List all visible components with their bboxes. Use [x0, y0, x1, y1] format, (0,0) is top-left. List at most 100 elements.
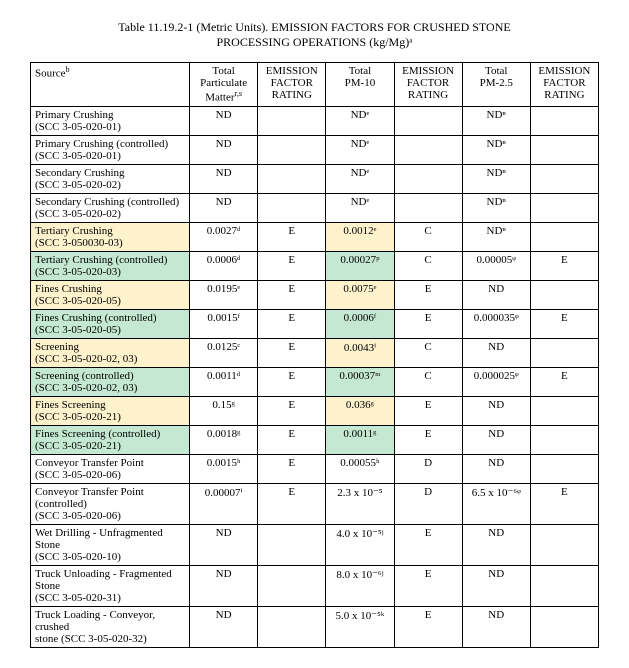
value-cell: E — [258, 251, 326, 280]
value-cell: D — [394, 454, 462, 483]
value-cell — [530, 606, 598, 647]
table-row: Secondary Crushing (controlled) (SCC 3-0… — [31, 193, 599, 222]
value-cell — [530, 338, 598, 367]
value-cell: NDᵉ — [326, 135, 394, 164]
value-cell: 0.00055ʰ — [326, 454, 394, 483]
value-cell: ND — [190, 164, 258, 193]
value-cell: 0.0011ᵍ — [326, 425, 394, 454]
value-cell: 2.3 x 10⁻⁵ — [326, 483, 394, 524]
value-cell: E — [394, 396, 462, 425]
value-cell — [530, 164, 598, 193]
table-body: Primary Crushing (SCC 3-05-020-01)NDNDᵉN… — [31, 106, 599, 647]
value-cell: NDᵉ — [326, 106, 394, 135]
value-cell — [530, 524, 598, 565]
value-cell: 0.00027ᵖ — [326, 251, 394, 280]
table-row: Truck Loading - Conveyor, crushed stone … — [31, 606, 599, 647]
value-cell — [394, 106, 462, 135]
source-cell: Fines Crushing (SCC 3-05-020-05) — [31, 280, 190, 309]
value-cell: ND — [462, 606, 530, 647]
table-row: Screening (controlled) (SCC 3-05-020-02,… — [31, 367, 599, 396]
table-row: Fines Crushing (SCC 3-05-020-05)0.0195ᵉE… — [31, 280, 599, 309]
value-cell: ND — [190, 524, 258, 565]
value-cell: ND — [190, 565, 258, 606]
value-cell: 0.0075ᵉ — [326, 280, 394, 309]
value-cell: 0.0011ᵈ — [190, 367, 258, 396]
value-cell: 5.0 x 10⁻⁵ᵏ — [326, 606, 394, 647]
value-cell: ND — [462, 396, 530, 425]
value-cell: ND — [190, 106, 258, 135]
value-cell: E — [530, 367, 598, 396]
source-cell: Conveyor Transfer Point (SCC 3-05-020-06… — [31, 454, 190, 483]
value-cell: 0.0195ᵉ — [190, 280, 258, 309]
value-cell: E — [258, 367, 326, 396]
value-cell: E — [394, 524, 462, 565]
table-row: Wet Drilling - Unfragmented Stone (SCC 3… — [31, 524, 599, 565]
value-cell: 0.000025ᵠ — [462, 367, 530, 396]
value-cell — [530, 280, 598, 309]
value-cell: E — [394, 565, 462, 606]
value-cell: 0.000035ᵠ — [462, 309, 530, 338]
value-cell: D — [394, 483, 462, 524]
value-cell — [258, 106, 326, 135]
table-row: Primary Crushing (SCC 3-05-020-01)NDNDᵉN… — [31, 106, 599, 135]
value-cell — [530, 396, 598, 425]
table-row: Tertiary Crushing (SCC 3-050030-03)0.002… — [31, 222, 599, 251]
source-cell: Screening (controlled) (SCC 3-05-020-02,… — [31, 367, 190, 396]
value-cell: 0.0006ᶠ — [326, 309, 394, 338]
value-cell: 0.00005ᵠ — [462, 251, 530, 280]
value-cell: E — [394, 606, 462, 647]
value-cell: ND — [462, 565, 530, 606]
value-cell: NDⁿ — [462, 135, 530, 164]
table-row: Conveyor Transfer Point (SCC 3-05-020-06… — [31, 454, 599, 483]
value-cell: 0.0043ⁱ — [326, 338, 394, 367]
value-cell: 0.0125ᶜ — [190, 338, 258, 367]
value-cell — [530, 454, 598, 483]
value-cell — [530, 135, 598, 164]
value-cell: E — [530, 309, 598, 338]
value-cell: 0.036ᵍ — [326, 396, 394, 425]
value-cell: 6.5 x 10⁻⁶ᵠ — [462, 483, 530, 524]
source-cell: Tertiary Crushing (SCC 3-050030-03) — [31, 222, 190, 251]
value-cell: 0.15ᵍ — [190, 396, 258, 425]
value-cell: E — [258, 396, 326, 425]
value-cell: E — [258, 483, 326, 524]
value-cell: ND — [462, 454, 530, 483]
value-cell — [394, 193, 462, 222]
value-cell: 0.0018ᵍ — [190, 425, 258, 454]
source-cell: Tertiary Crushing (controlled) (SCC 3-05… — [31, 251, 190, 280]
col-header-5: Total PM-2.5 — [462, 63, 530, 107]
value-cell: E — [258, 425, 326, 454]
source-cell: Truck Loading - Conveyor, crushed stone … — [31, 606, 190, 647]
emission-factors-table: SourcebTotal Particulate Matterr,sEMISSI… — [30, 62, 599, 648]
value-cell: 0.00007ⁱ — [190, 483, 258, 524]
table-row: Fines Screening (controlled) (SCC 3-05-0… — [31, 425, 599, 454]
value-cell — [530, 106, 598, 135]
value-cell: NDⁿ — [462, 164, 530, 193]
value-cell — [394, 135, 462, 164]
col-header-2: EMISSION FACTOR RATING — [258, 63, 326, 107]
value-cell: E — [530, 483, 598, 524]
table-row: Screening (SCC 3-05-020-02, 03)0.0125ᶜE0… — [31, 338, 599, 367]
value-cell: ND — [190, 135, 258, 164]
col-header-1: Total Particulate Matterr,s — [190, 63, 258, 107]
table-row: Truck Unloading - Fragmented Stone (SCC … — [31, 565, 599, 606]
value-cell: E — [258, 309, 326, 338]
value-cell: 4.0 x 10⁻⁵ʲ — [326, 524, 394, 565]
value-cell: E — [530, 251, 598, 280]
table-row: Primary Crushing (controlled) (SCC 3-05-… — [31, 135, 599, 164]
value-cell: NDᵉ — [326, 193, 394, 222]
value-cell: C — [394, 222, 462, 251]
table-row: Secondary Crushing (SCC 3-05-020-02)NDND… — [31, 164, 599, 193]
value-cell: ND — [190, 606, 258, 647]
source-cell: Secondary Crushing (controlled) (SCC 3-0… — [31, 193, 190, 222]
col-header-6: EMISSION FACTOR RATING — [530, 63, 598, 107]
value-cell: NDⁿ — [462, 222, 530, 251]
source-cell: Fines Screening (SCC 3-05-020-21) — [31, 396, 190, 425]
source-cell: Primary Crushing (controlled) (SCC 3-05-… — [31, 135, 190, 164]
value-cell: E — [258, 222, 326, 251]
value-cell: NDⁿ — [462, 106, 530, 135]
value-cell: E — [258, 338, 326, 367]
col-header-0: Sourceb — [31, 63, 190, 107]
value-cell — [530, 565, 598, 606]
value-cell: E — [258, 280, 326, 309]
